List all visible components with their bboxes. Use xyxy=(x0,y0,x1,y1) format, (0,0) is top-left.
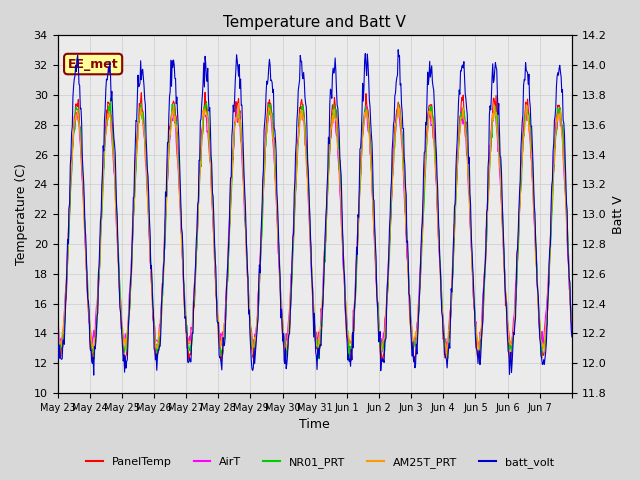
Legend: PanelTemp, AirT, NR01_PRT, AM25T_PRT, batt_volt: PanelTemp, AirT, NR01_PRT, AM25T_PRT, ba… xyxy=(81,452,559,472)
X-axis label: Time: Time xyxy=(300,419,330,432)
Text: EE_met: EE_met xyxy=(68,58,118,71)
Y-axis label: Temperature (C): Temperature (C) xyxy=(15,163,28,265)
Y-axis label: Batt V: Batt V xyxy=(612,195,625,234)
Title: Temperature and Batt V: Temperature and Batt V xyxy=(223,15,406,30)
